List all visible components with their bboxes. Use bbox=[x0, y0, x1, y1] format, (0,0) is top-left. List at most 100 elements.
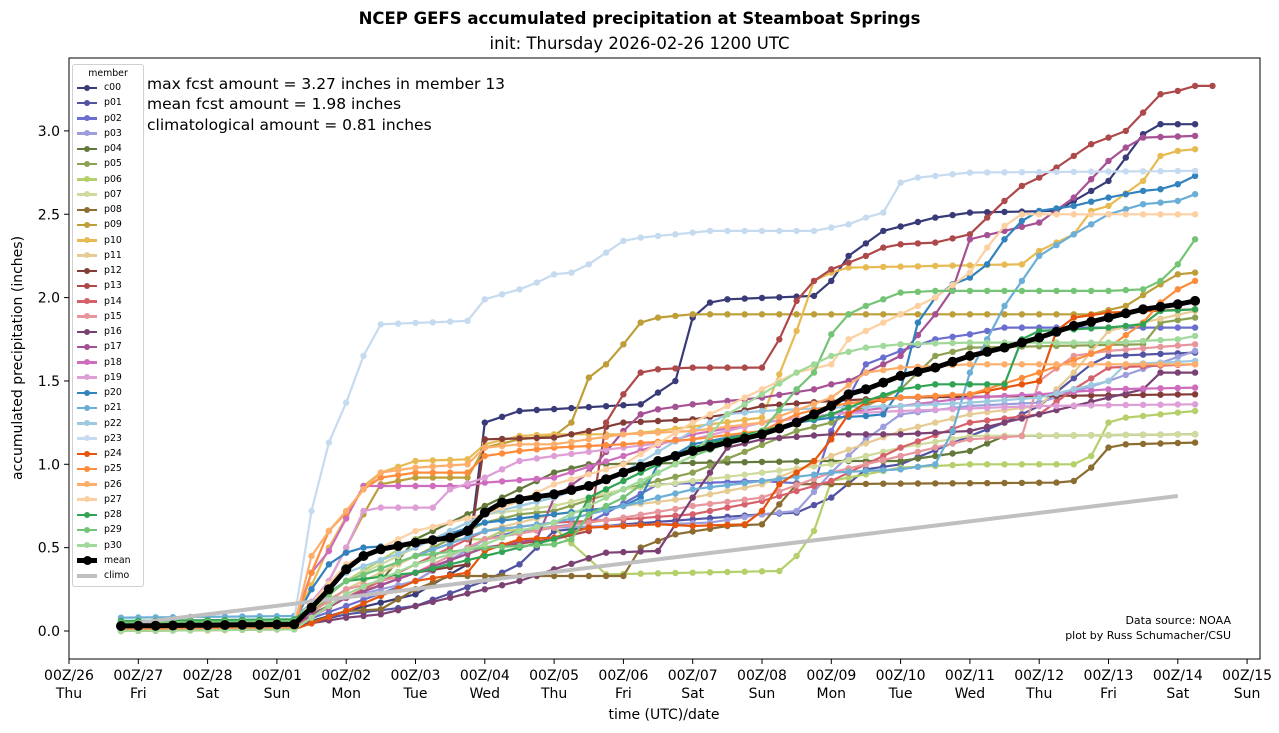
data-point-p20 bbox=[1191, 172, 1199, 180]
data-point-p15 bbox=[602, 516, 610, 524]
data-point-p06 bbox=[1122, 414, 1130, 421]
data-point-p15 bbox=[481, 536, 488, 543]
data-point-p16 bbox=[845, 431, 852, 438]
legend-item-p11: p11 bbox=[73, 248, 143, 263]
data-point-p10 bbox=[776, 371, 783, 378]
x-tick-label: 00Z/13 bbox=[1084, 668, 1134, 684]
data-point-p30 bbox=[672, 461, 679, 468]
data-point-p05 bbox=[810, 423, 818, 430]
legend-swatch-p08 bbox=[77, 205, 97, 215]
data-point-p29 bbox=[984, 287, 991, 295]
data-point-p23 bbox=[949, 171, 956, 178]
data-point-p30 bbox=[949, 339, 956, 347]
data-point-p27 bbox=[585, 471, 592, 478]
data-point-p08 bbox=[914, 480, 922, 487]
data-point-p19 bbox=[1053, 402, 1060, 409]
data-point-p15 bbox=[637, 511, 644, 518]
data-point-p13 bbox=[654, 366, 662, 373]
data-point-p15 bbox=[672, 505, 679, 513]
data-point-p18 bbox=[1174, 384, 1182, 392]
data-point-p23 bbox=[880, 209, 887, 216]
x-tick-sublabel: Fri bbox=[130, 686, 147, 702]
data-point-p12 bbox=[585, 427, 592, 435]
data-point-p10 bbox=[758, 414, 766, 421]
data-point-p15 bbox=[1001, 433, 1008, 441]
data-point-p09 bbox=[1053, 311, 1060, 318]
data-point-p28 bbox=[602, 486, 610, 493]
x-tick-label: 00Z/26 bbox=[44, 668, 94, 684]
data-point-p29 bbox=[395, 559, 402, 566]
data-point-p24 bbox=[429, 575, 436, 582]
data-point-p12 bbox=[498, 435, 506, 443]
legend-item-p26: p26 bbox=[73, 477, 143, 492]
data-point-mean bbox=[1155, 301, 1166, 312]
data-point-p18 bbox=[1088, 387, 1095, 394]
data-point-mean bbox=[566, 485, 577, 496]
data-point-p13 bbox=[1174, 87, 1182, 95]
data-point-p17 bbox=[828, 381, 835, 388]
data-point-p28 bbox=[498, 548, 506, 555]
data-point-p21 bbox=[724, 481, 731, 489]
data-point-p23 bbox=[360, 352, 367, 360]
data-point-p19 bbox=[585, 448, 592, 455]
data-point-p16 bbox=[706, 469, 714, 476]
legend-label-p25: p25 bbox=[104, 463, 122, 475]
data-point-p21 bbox=[914, 463, 922, 470]
y-tick-label: 1.0 bbox=[38, 457, 60, 473]
data-point-p24 bbox=[793, 469, 800, 476]
data-point-p29 bbox=[429, 550, 436, 558]
data-point-mean bbox=[999, 342, 1010, 353]
data-point-p08 bbox=[1157, 440, 1164, 447]
data-point-p28 bbox=[1191, 306, 1199, 313]
data-point-p26 bbox=[1036, 361, 1043, 368]
data-point-p09 bbox=[1018, 311, 1026, 318]
data-point-p01 bbox=[464, 584, 471, 591]
data-point-p10 bbox=[793, 327, 800, 335]
data-point-p30 bbox=[862, 344, 870, 351]
data-point-p21 bbox=[758, 477, 766, 485]
data-point-p16 bbox=[793, 433, 800, 440]
data-point-p07 bbox=[758, 469, 766, 476]
data-point-p11 bbox=[966, 411, 974, 418]
data-point-p21 bbox=[1174, 197, 1182, 205]
data-point-p24 bbox=[620, 522, 627, 530]
data-point-p21 bbox=[1122, 206, 1130, 213]
data-point-p18 bbox=[1122, 385, 1130, 393]
legend-item-p24: p24 bbox=[73, 446, 143, 461]
series-p13 bbox=[117, 82, 1216, 631]
chart-subtitle: init: Thursday 2026-02-26 1200 UTC bbox=[489, 34, 790, 53]
data-point-mean bbox=[116, 621, 126, 631]
data-point-p15 bbox=[966, 436, 974, 443]
data-point-p25 bbox=[1191, 277, 1199, 285]
data-point-p10 bbox=[880, 263, 887, 271]
data-point-p21 bbox=[1018, 277, 1026, 285]
data-point-p20 bbox=[481, 519, 488, 526]
data-point-p08 bbox=[481, 572, 488, 580]
data-point-p07 bbox=[741, 471, 748, 478]
data-point-p13 bbox=[897, 241, 904, 248]
legend-swatch-climo bbox=[77, 571, 97, 581]
data-point-p25 bbox=[377, 474, 384, 481]
data-point-p30 bbox=[776, 380, 783, 387]
data-point-p21 bbox=[637, 498, 644, 505]
data-point-p12 bbox=[1191, 391, 1199, 398]
data-point-p08 bbox=[550, 572, 558, 580]
data-point-p24 bbox=[758, 507, 766, 515]
data-point-p08 bbox=[758, 521, 766, 528]
data-point-p19 bbox=[1157, 401, 1164, 408]
legend-item-p15: p15 bbox=[73, 309, 143, 324]
data-point-p07 bbox=[1036, 432, 1043, 439]
data-point-mean bbox=[601, 474, 612, 485]
data-point-p14 bbox=[672, 512, 679, 519]
data-point-p22 bbox=[966, 399, 974, 406]
data-point-p29 bbox=[810, 369, 818, 376]
data-point-p02 bbox=[343, 602, 350, 610]
data-point-p07 bbox=[1191, 431, 1199, 438]
data-point-p13 bbox=[984, 214, 991, 221]
data-point-p25 bbox=[949, 391, 956, 399]
data-point-mean bbox=[185, 620, 196, 631]
legend-label-p11: p11 bbox=[104, 249, 122, 261]
data-point-p06 bbox=[793, 552, 800, 560]
legend-item-p02: p02 bbox=[73, 111, 143, 126]
data-point-p24 bbox=[412, 577, 419, 585]
